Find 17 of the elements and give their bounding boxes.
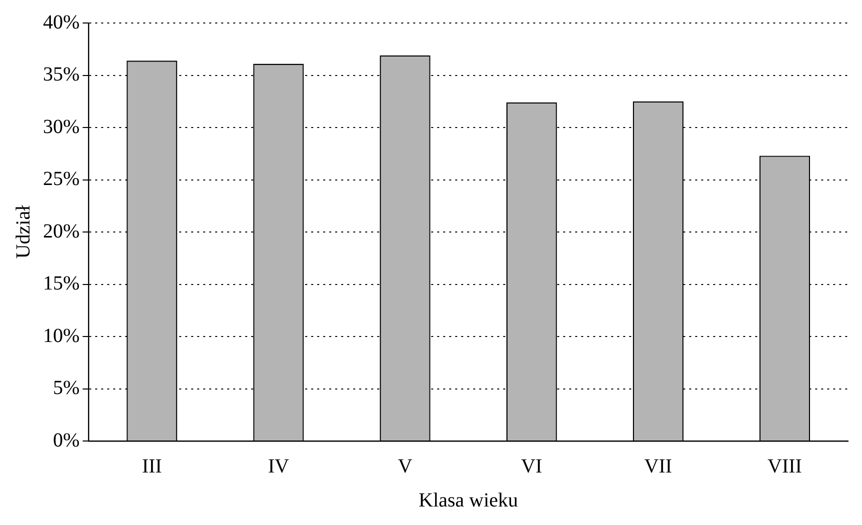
- x-axis-title: Klasa wieku: [418, 489, 518, 512]
- y-tick-label: 25%: [42, 168, 80, 190]
- x-tick-label: VI: [521, 455, 542, 478]
- y-axis-title: Udział: [12, 204, 34, 259]
- x-tick-label: V: [398, 455, 413, 478]
- x-tick-label: IV: [268, 455, 290, 478]
- x-tick-label: III: [142, 455, 162, 478]
- y-tick-label: 15%: [42, 272, 80, 294]
- y-tick-label: 30%: [42, 116, 80, 138]
- y-tick-label: 0%: [52, 429, 80, 452]
- x-tick-label: VIII: [768, 455, 802, 478]
- y-tick-label: 40%: [42, 11, 80, 34]
- y-tick-label: 5%: [52, 377, 80, 399]
- y-tick-label: 35%: [42, 64, 80, 86]
- x-tick-label: VII: [644, 455, 672, 478]
- y-tick-label: 20%: [42, 220, 80, 242]
- y-tick-label: 10%: [42, 324, 80, 347]
